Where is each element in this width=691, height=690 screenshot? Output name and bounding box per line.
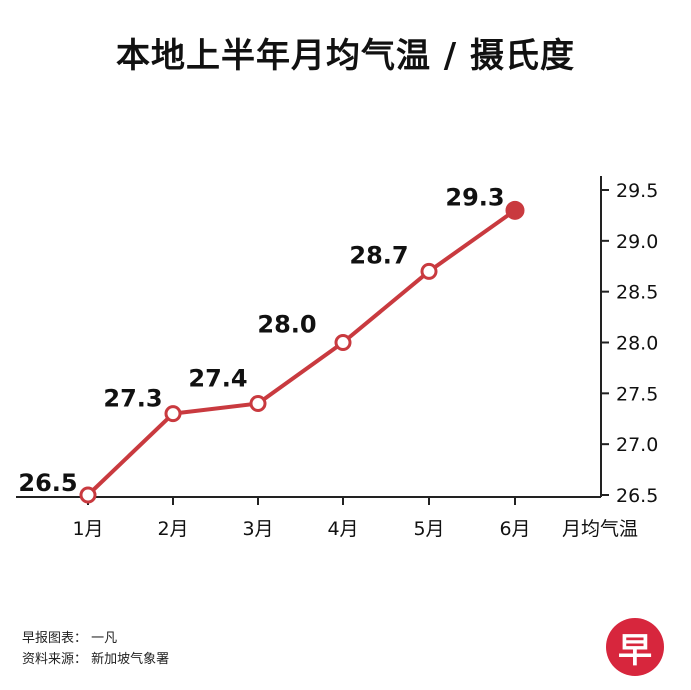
data-point [334, 334, 352, 351]
x-tick-label: 2月 [157, 518, 188, 540]
y-tick-label: 26.5 [616, 485, 658, 507]
y-tick-label: 28.5 [616, 282, 658, 304]
data-point [420, 262, 438, 280]
x-tick-label: 4月 [327, 518, 358, 540]
x-axis-label: 月均气温 [562, 518, 638, 540]
y-tick-label: 28.0 [616, 333, 658, 355]
data-point [505, 200, 525, 220]
logo-text: 早 [618, 630, 652, 671]
y-tick-label: 29.0 [616, 231, 658, 253]
credit-chart-by: 早报图表： 一凡 [22, 631, 118, 646]
data-label: 27.4 [188, 365, 247, 393]
y-tick-label: 27.5 [616, 383, 658, 405]
y-tick-label: 27.0 [616, 434, 658, 456]
data-label: 29.3 [445, 183, 504, 211]
data-point [249, 395, 267, 412]
data-labels-group: 26.5 27.3 27.4 28.0 28.7 29.3 [18, 183, 504, 497]
data-point [164, 405, 182, 423]
series-line [86, 208, 517, 497]
data-label: 27.3 [103, 385, 162, 413]
data-label: 28.0 [257, 311, 316, 339]
x-tick-label: 6月 [499, 518, 530, 540]
chart-axes: 1月 2月 3月 4月 5月 6月 月均气温 26.5 27.0 27.5 28.0 28.5 29.0… [16, 176, 658, 540]
x-tick-label: 5月 [413, 518, 444, 540]
x-tick-label: 3月 [242, 518, 273, 540]
y-tick-label: 29.5 [616, 180, 658, 202]
chart-title: 本地上半年月均气温 / 摄氏度 [115, 36, 576, 76]
x-tick-label: 1月 [72, 518, 103, 540]
credit-source: 资料来源： 新加坡气象署 [22, 652, 170, 667]
data-point [79, 486, 97, 504]
credits: 早报图表： 一凡 资料来源： 新加坡气象署 [22, 628, 169, 670]
data-label: 26.5 [18, 469, 77, 497]
series-line-group [79, 200, 525, 504]
zaobao-logo: 早 [606, 618, 664, 676]
data-label: 28.7 [349, 241, 408, 269]
